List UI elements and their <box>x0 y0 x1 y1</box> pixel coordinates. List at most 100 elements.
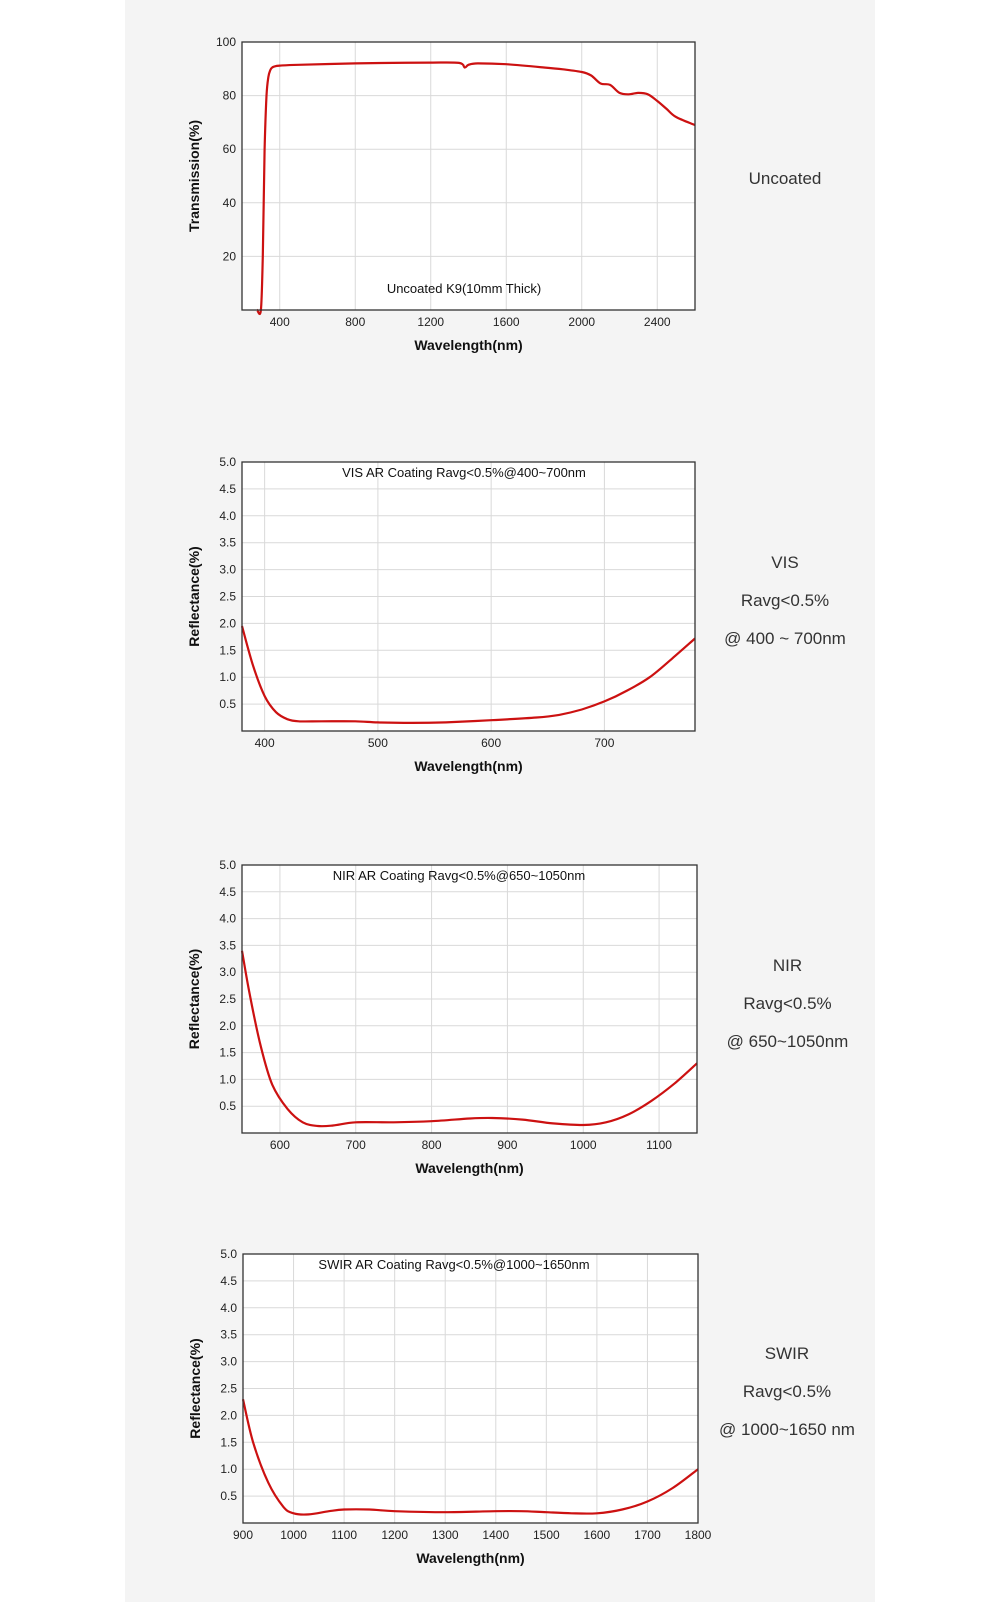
chart-title: SWIR AR Coating Ravg<0.5%@1000~1650nm <box>318 1257 589 1272</box>
x-tick-label: 400 <box>255 736 275 750</box>
x-axis-title: Wavelength(nm) <box>415 1160 523 1176</box>
y-tick-label: 1.5 <box>219 1046 236 1060</box>
x-tick-label: 600 <box>270 1138 290 1152</box>
x-tick-label: 1200 <box>381 1528 408 1542</box>
y-axis-title: Reflectance(%) <box>187 1338 203 1438</box>
y-tick-label: 5.0 <box>219 858 236 872</box>
y-tick-label: 4.5 <box>220 1274 237 1288</box>
y-tick-label: 4.0 <box>220 1301 237 1315</box>
swir-side-label: SWIR Ravg<0.5% @ 1000~1650 nm <box>712 1335 862 1449</box>
y-tick-label: 2.0 <box>219 1019 236 1033</box>
y-tick-label: 3.0 <box>220 1355 237 1369</box>
x-tick-label: 500 <box>368 736 388 750</box>
y-tick-label: 2.5 <box>219 590 236 604</box>
y-axis-title: Transmission(%) <box>186 120 202 232</box>
y-axis-title: Reflectance(%) <box>186 949 202 1049</box>
y-tick-label: 4.5 <box>219 482 236 496</box>
y-tick-label: 3.0 <box>219 563 236 577</box>
side-label-line: @ 400 ~ 700nm <box>724 629 846 648</box>
x-tick-label: 1800 <box>685 1528 712 1542</box>
side-label-line: VIS <box>771 553 799 572</box>
x-tick-label: 1000 <box>570 1138 597 1152</box>
x-tick-label: 1600 <box>584 1528 611 1542</box>
x-tick-label: 1300 <box>432 1528 459 1542</box>
y-tick-label: 4.0 <box>219 912 236 926</box>
y-tick-label: 1.0 <box>220 1462 237 1476</box>
y-tick-label: 1.5 <box>219 643 236 657</box>
chart-title: Uncoated K9(10mm Thick) <box>387 281 541 296</box>
chart-title: VIS AR Coating Ravg<0.5%@400~700nm <box>342 465 586 480</box>
plot-frame <box>241 864 698 1134</box>
y-tick-label: 2.5 <box>219 992 236 1006</box>
y-tick-label: 0.5 <box>219 697 236 711</box>
y-tick-label: 80 <box>223 89 237 103</box>
uncoated-side-label: Uncoated <box>720 160 850 198</box>
series-line <box>240 950 698 1128</box>
y-tick-label: 5.0 <box>220 1247 237 1261</box>
chart-title: NIR AR Coating Ravg<0.5%@650~1050nm <box>333 868 585 883</box>
x-tick-label: 1100 <box>646 1138 672 1152</box>
y-tick-label: 0.5 <box>219 1099 236 1113</box>
side-label-line: Uncoated <box>748 169 822 188</box>
plot-frame <box>241 41 696 311</box>
side-label-line: @ 650~1050nm <box>726 1032 849 1051</box>
x-axis-title: Wavelength(nm) <box>414 758 522 774</box>
side-label-line: Ravg<0.5% <box>743 994 832 1013</box>
x-tick-label: 800 <box>345 315 365 329</box>
y-tick-label: 1.0 <box>219 1072 236 1086</box>
side-label-line: @ 1000~1650 nm <box>719 1420 855 1439</box>
side-label-line: NIR <box>772 956 803 975</box>
y-tick-label: 1.5 <box>220 1435 237 1449</box>
series-line <box>256 61 696 316</box>
y-tick-label: 40 <box>223 196 237 210</box>
x-tick-label: 600 <box>481 736 501 750</box>
y-tick-label: 2.5 <box>220 1382 237 1396</box>
uncoated-transmission-chart: 400 800 1200 1600 2000 2400 20 40 60 80 100 Uncoate… <box>186 35 696 353</box>
x-tick-label: 2400 <box>644 315 671 329</box>
side-label-line: Ravg<0.5% <box>742 1382 832 1401</box>
x-axis-title: Wavelength(nm) <box>414 337 522 353</box>
x-tick-label: 700 <box>346 1138 366 1152</box>
y-tick-label: 0.5 <box>220 1489 237 1503</box>
x-tick-label: 1200 <box>417 315 444 329</box>
nir-side-label: NIR Ravg<0.5% @ 650~1050nm <box>715 947 860 1061</box>
plot-frame <box>242 1253 699 1524</box>
x-tick-label: 400 <box>270 315 290 329</box>
x-tick-label: 1400 <box>482 1528 509 1542</box>
series-line <box>241 1399 699 1516</box>
side-label-line: SWIR <box>764 1344 810 1363</box>
x-tick-label: 700 <box>594 736 614 750</box>
x-axis-title: Wavelength(nm) <box>416 1550 524 1566</box>
x-tick-label: 1700 <box>634 1528 661 1542</box>
uncoated-chart-block: 400 800 1200 1600 2000 2400 20 40 60 80 100 Uncoate… <box>0 0 1000 400</box>
y-tick-label: 20 <box>223 249 237 263</box>
x-tick-label: 1500 <box>533 1528 560 1542</box>
x-tick-label: 900 <box>233 1528 253 1542</box>
y-tick-label: 2.0 <box>220 1408 237 1422</box>
plot-frame <box>241 461 696 732</box>
y-tick-label: 4.0 <box>219 509 236 523</box>
y-tick-label: 1.0 <box>219 670 236 684</box>
y-tick-label: 4.5 <box>219 885 236 899</box>
plot-area <box>242 42 695 310</box>
side-label-line: Ravg<0.5% <box>740 591 830 610</box>
series-line <box>240 625 696 724</box>
y-tick-label: 3.5 <box>219 536 236 550</box>
x-tick-label: 2000 <box>568 315 595 329</box>
y-axis-title: Reflectance(%) <box>186 546 202 646</box>
vis-side-label: VIS Ravg<0.5% @ 400 ~ 700nm <box>715 544 855 658</box>
y-tick-label: 100 <box>216 35 236 49</box>
y-tick-label: 3.5 <box>219 938 236 952</box>
y-tick-label: 60 <box>223 142 237 156</box>
x-tick-label: 900 <box>497 1138 517 1152</box>
y-tick-label: 5.0 <box>219 455 236 469</box>
y-tick-label: 2.0 <box>219 616 236 630</box>
x-tick-label: 1100 <box>331 1528 357 1542</box>
x-tick-label: 1000 <box>280 1528 307 1542</box>
x-tick-label: 800 <box>422 1138 442 1152</box>
x-tick-label: 1600 <box>493 315 520 329</box>
y-tick-label: 3.0 <box>219 965 236 979</box>
